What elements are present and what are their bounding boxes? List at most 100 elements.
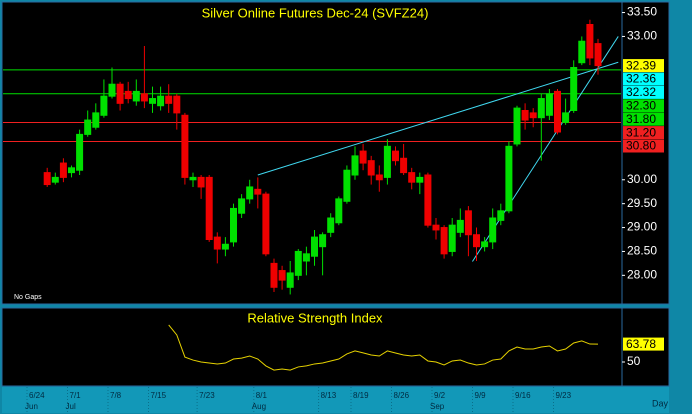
value-marker-label: 32.32 <box>626 85 656 99</box>
value-marker-label: 32.39 <box>626 58 656 72</box>
candle-body <box>327 217 335 233</box>
value-marker <box>623 99 664 113</box>
candle-body <box>383 145 391 178</box>
candle-body <box>197 176 205 188</box>
candle-body <box>100 95 108 116</box>
price-panel <box>1 1 623 305</box>
y-tick-label: 29.00 <box>627 220 657 234</box>
candle-body <box>51 176 59 183</box>
rsi-line <box>168 324 599 371</box>
value-marker-label: 31.80 <box>626 112 656 126</box>
x-tick-label: 9/2 <box>434 391 446 400</box>
candle-body <box>545 93 553 116</box>
y-tick-label: 29.50 <box>627 196 657 210</box>
month-label: Jul <box>66 402 76 411</box>
candle-body <box>521 110 529 121</box>
candle-body <box>76 133 84 171</box>
price-axis-panel <box>621 1 670 305</box>
candle-body <box>473 234 480 248</box>
x-unit: Day <box>652 398 669 408</box>
candle-body <box>570 67 578 111</box>
x-tick-label: 7/15 <box>151 391 167 400</box>
x-tick-label: 9/9 <box>475 391 487 400</box>
value-marker <box>623 112 664 126</box>
chart-title: Silver Online Futures Dec-24 (SVFZ24) <box>202 5 429 20</box>
x-tick-label: 8/1 <box>256 391 268 400</box>
value-marker-label: 31.20 <box>626 125 656 139</box>
rsi-plot <box>168 324 599 371</box>
candle-body <box>578 40 586 64</box>
candle-body <box>537 98 545 119</box>
x-tick-label: 7/23 <box>199 391 215 400</box>
value-marker-label: 32.30 <box>626 98 656 112</box>
value-marker <box>623 126 664 140</box>
candle-body <box>456 219 464 233</box>
candle-body <box>497 210 505 221</box>
candle-body <box>594 43 602 67</box>
candle-body <box>554 90 561 133</box>
x-tick-label: 8/26 <box>394 391 410 400</box>
candle-body <box>246 186 254 200</box>
rsi-title: Relative Strength Index <box>247 310 383 325</box>
candle-body <box>408 172 416 183</box>
candle-body <box>448 224 456 252</box>
candle-body <box>562 112 570 123</box>
candle-body <box>132 90 140 102</box>
candle-body <box>124 90 132 100</box>
candle-body <box>302 253 310 262</box>
candle-body <box>424 174 432 226</box>
price-plot <box>3 19 621 295</box>
candle-body <box>416 176 424 183</box>
y-tick-label: 50 <box>627 354 641 368</box>
axes: 33.50 33.00 30.00 29.50 29.00 28.50 28.00 32.39… <box>25 5 664 413</box>
x-tick-label: 7/1 <box>70 391 82 400</box>
candle-body <box>254 188 262 195</box>
x-tick-label: 9/23 <box>556 391 572 400</box>
candle-body <box>319 234 327 248</box>
candle-body <box>173 95 181 114</box>
candle-body <box>481 241 489 248</box>
candle-body <box>149 98 156 104</box>
candle-body <box>278 270 286 281</box>
trend-line <box>257 61 619 176</box>
month-label: Sep <box>430 402 445 411</box>
last-value-marker <box>623 337 664 351</box>
candle-body <box>43 172 51 186</box>
candle-body <box>351 155 359 176</box>
candle-body <box>343 169 351 202</box>
x-tick-label: 8/19 <box>353 391 369 400</box>
candle-body <box>367 160 375 176</box>
candle-body <box>432 224 440 231</box>
y-tick-label: 33.50 <box>627 5 657 19</box>
candle-body <box>586 24 594 59</box>
note: No Gaps <box>14 294 42 301</box>
y-tick-label: 30.00 <box>627 172 657 186</box>
candle-body <box>359 150 367 164</box>
candle-body <box>205 176 213 240</box>
candle-body <box>489 217 497 243</box>
candle-body <box>286 272 294 288</box>
x-tick-label: 9/16 <box>515 391 531 400</box>
candle-body <box>92 112 100 128</box>
candle-body <box>189 176 197 181</box>
value-marker-label: 30.80 <box>626 139 656 153</box>
candle-body <box>238 198 246 214</box>
candle-body <box>140 93 148 102</box>
candle-body <box>529 112 537 119</box>
x-tick-label: 7/8 <box>110 391 122 400</box>
candle-body <box>270 262 278 288</box>
month-label: Aug <box>252 402 266 411</box>
candle-body <box>181 114 189 178</box>
candle-body <box>230 207 237 243</box>
value-marker <box>623 59 664 73</box>
last-value-label: 63.78 <box>626 337 656 351</box>
candle-body <box>59 162 67 178</box>
candle-body <box>392 150 399 162</box>
value-marker <box>623 85 664 99</box>
x-tick-label: 8/13 <box>321 391 337 400</box>
month-label: Jun <box>25 402 38 411</box>
candle-body <box>335 198 343 224</box>
candle-body <box>165 95 173 104</box>
